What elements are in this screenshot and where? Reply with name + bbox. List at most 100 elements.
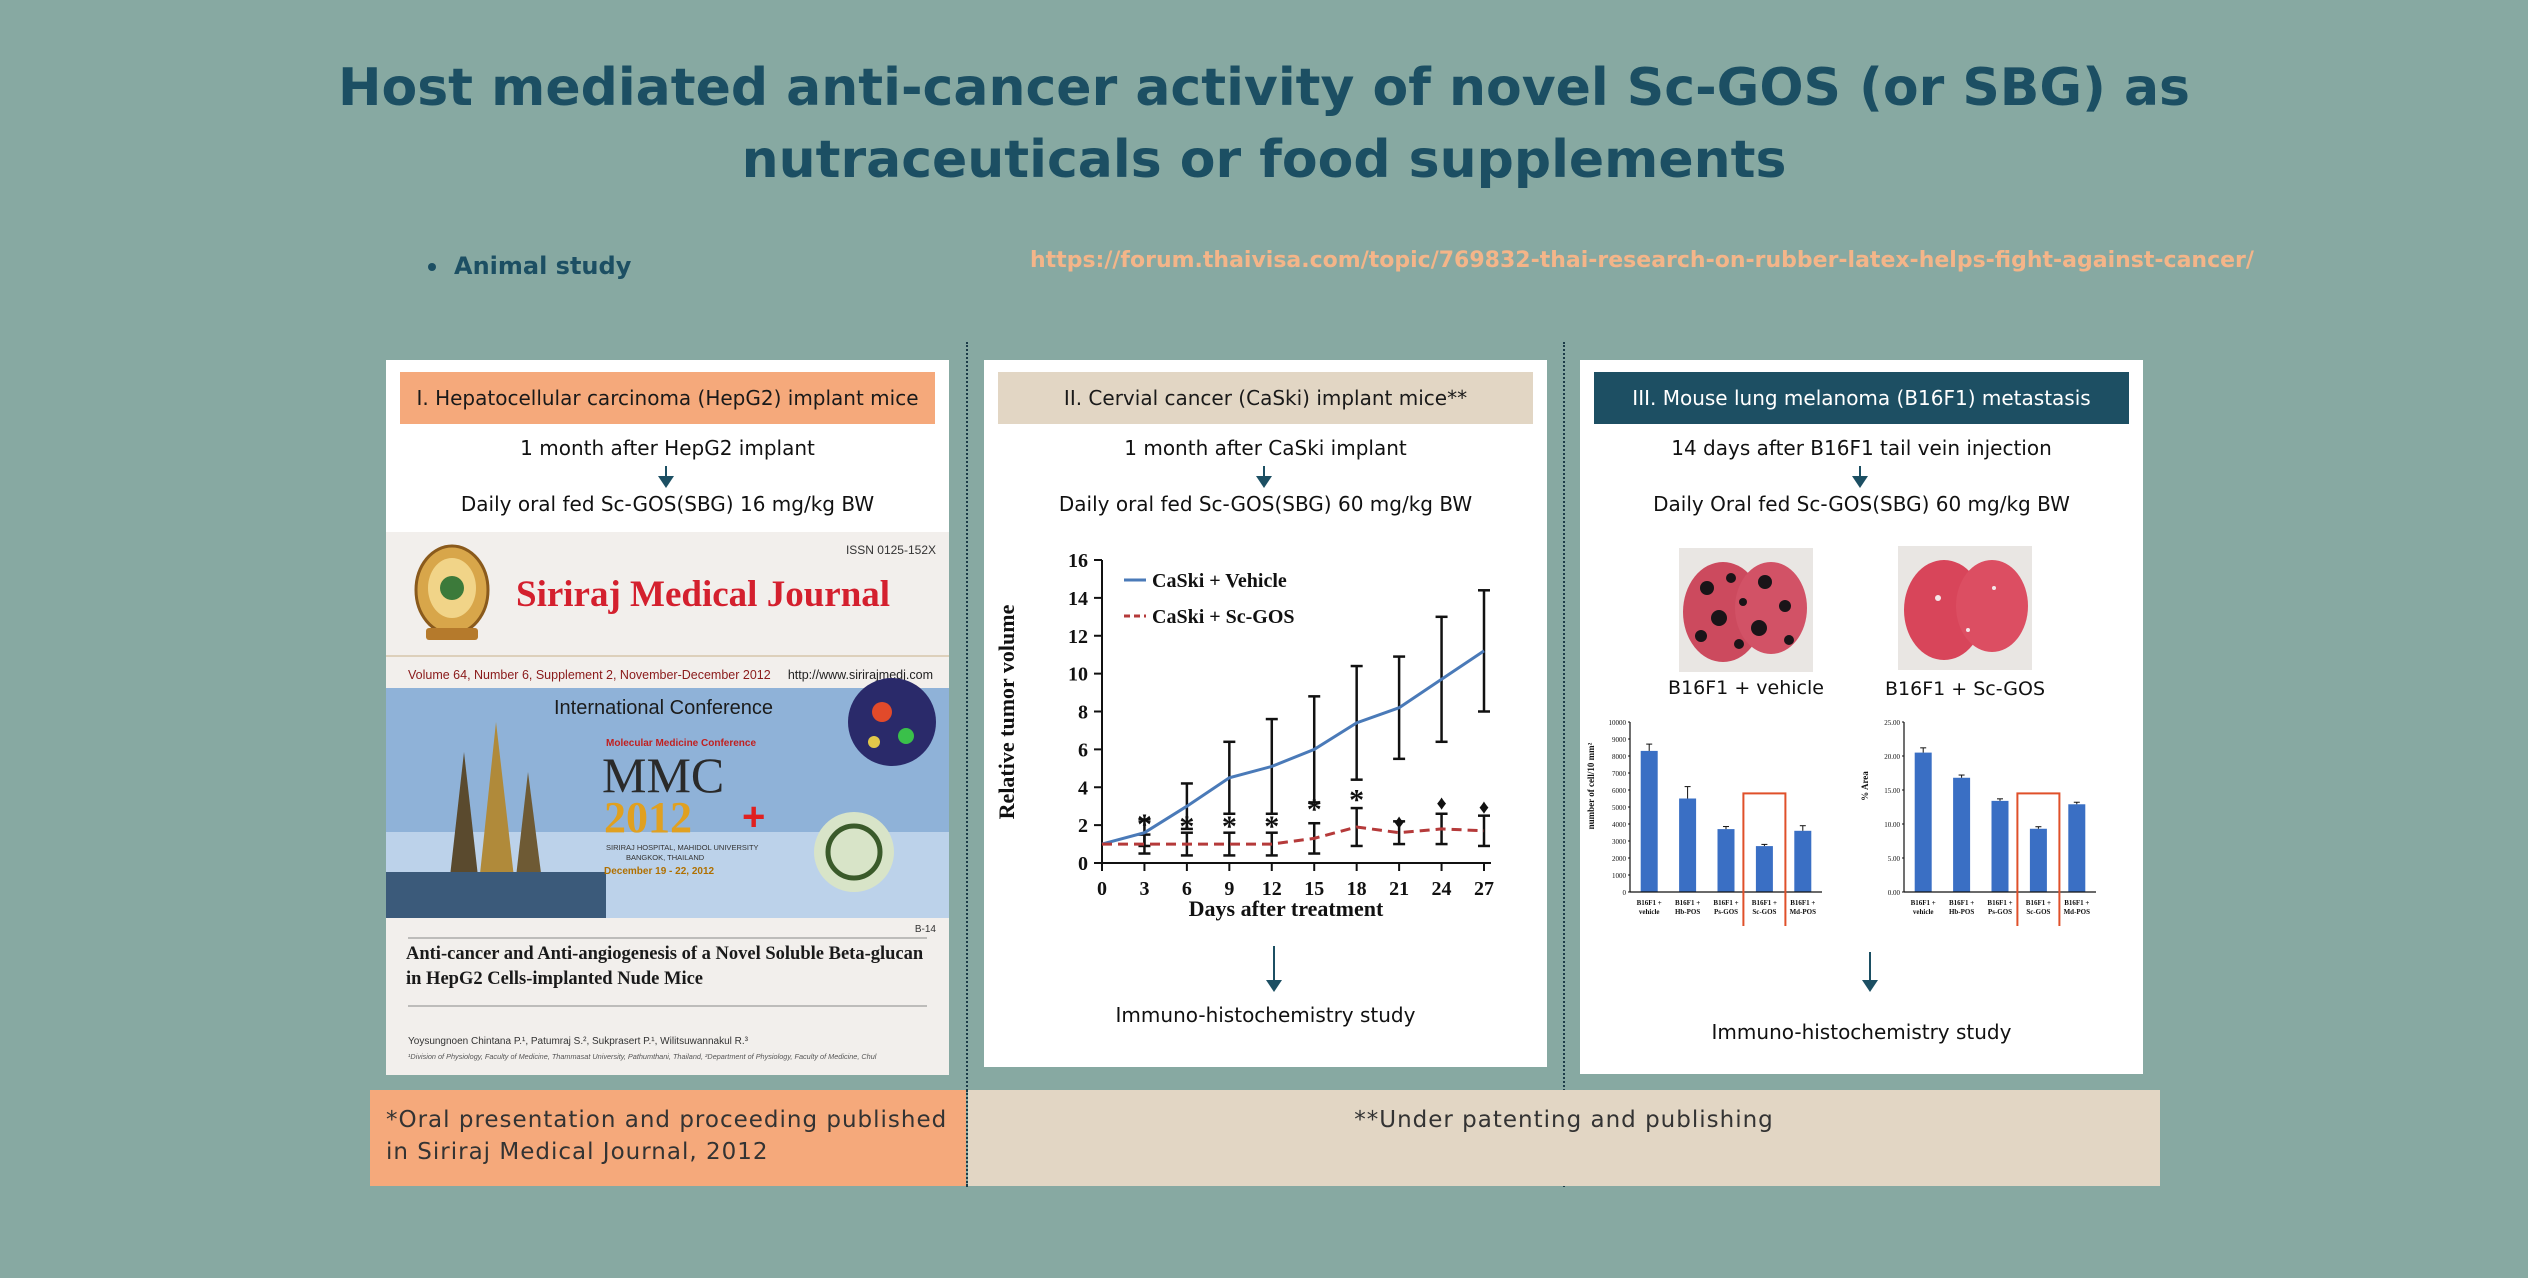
bar-y-tick-label: 25.00 — [1884, 719, 1900, 727]
significance-marker: ♦ — [1479, 796, 1489, 818]
y-tick-label: 0 — [1078, 853, 1088, 875]
panel-hepg2-step2: Daily oral fed Sc-GOS(SBG) 16 mg/kg BW — [460, 492, 875, 516]
venue-line2: BANGKOK, THAILAND — [626, 853, 705, 862]
bar-error — [1723, 826, 1729, 830]
panel-hepg2-header: I. Hepatocellular carcinoma (HepG2) impl… — [400, 372, 935, 424]
bar-category-label: B16F1 + Ps-GOS — [1713, 899, 1738, 916]
bar-y-tick-label: 2000 — [1612, 855, 1627, 863]
bar-y-tick-label: 8000 — [1612, 753, 1627, 761]
bullet-animal-study: Animal study — [428, 252, 631, 280]
panel-melanoma-step1: 14 days after B16F1 tail vein injection — [1671, 436, 2052, 460]
journal-page: B-14 — [915, 924, 937, 935]
tumor-chart-ylabel: Relative tumor volume — [994, 604, 1019, 819]
significance-marker: * — [1349, 784, 1364, 817]
significance-marker: * — [1179, 810, 1194, 843]
panel-hepg2-step1: 1 month after HepG2 implant — [520, 436, 815, 460]
bar-y-tick-label: 1000 — [1612, 872, 1627, 880]
bar — [1914, 752, 1932, 892]
source-link[interactable]: https://forum.thaivisa.com/topic/769832-… — [1030, 248, 2254, 273]
arrow-icon — [658, 466, 674, 488]
divider-1 — [966, 342, 968, 1187]
panel-melanoma: III. Mouse lung melanoma (B16F1) metasta… — [1580, 360, 2143, 1074]
bar-category-label: B16F1 + Ps-GOS — [1987, 899, 2012, 916]
x-tick-label: 24 — [1432, 878, 1452, 900]
y-tick-label: 4 — [1078, 777, 1088, 799]
panel-melanoma-step3: Immuno-histochemistry study — [1711, 1020, 2012, 1044]
bar-category-label: B16F1 + Md-POS — [1790, 899, 1817, 916]
significance-marker: ♦ — [1436, 793, 1446, 815]
bar-y-tick-label: 15.00 — [1884, 787, 1900, 795]
bar — [1755, 846, 1773, 892]
bar-category-label: B16F1 + Sc-GOS — [1752, 899, 1777, 916]
x-tick-label: 6 — [1182, 878, 1192, 900]
tumor-chart-xlabel: Days after treatment — [1189, 896, 1384, 921]
series-scgos-line — [1102, 825, 1485, 846]
error-bar — [1393, 820, 1406, 846]
footer-left-text: *Oral presentation and proceeding publis… — [386, 1107, 948, 1165]
y-tick-label: 14 — [1068, 588, 1088, 610]
slide-title: Host mediated anti-cancer activity of no… — [337, 58, 2191, 190]
bar-y-tick-label: 4000 — [1612, 821, 1627, 829]
chart-legend: CaSki + Vehicle CaSki + Sc-GOS — [1124, 570, 1295, 628]
temple-silhouette — [386, 722, 606, 918]
arrow-icon — [1266, 946, 1282, 992]
divider-2 — [1563, 342, 1565, 1187]
article-affiliation: ¹Division of Physiology, Faculty of Medi… — [408, 1052, 877, 1061]
bar — [1640, 750, 1658, 892]
bar-category-label: B16F1 + vehicle — [1911, 899, 1936, 916]
bar — [1991, 800, 2009, 892]
arrow-icon — [1862, 952, 1878, 992]
mmc-year: 2012 — [604, 793, 692, 842]
y-tick-label: 2 — [1078, 815, 1088, 837]
x-tick-label: 0 — [1097, 878, 1107, 900]
bar1-highlight-box — [1742, 792, 1787, 926]
bar-y-tick-label: 10000 — [1609, 719, 1627, 727]
bar-error — [1997, 798, 2003, 801]
arrow-icon — [1852, 466, 1868, 488]
lung-vehicle-label: B16F1 + vehicle — [1668, 677, 1824, 699]
bar-y-tick-label: 20.00 — [1884, 753, 1900, 761]
bar-error — [1684, 786, 1691, 799]
legend-vehicle: CaSki + Vehicle — [1152, 570, 1287, 592]
panel-caski-step3: Immuno-histochemistry study — [1115, 1003, 1416, 1027]
bar-error — [1799, 825, 1806, 831]
bullet-text: Animal study — [454, 252, 632, 280]
bar-y-tick-label: 0 — [1623, 889, 1627, 897]
journal-issn: ISSN 0125-152X — [846, 543, 936, 557]
panel-caski-step1: 1 month after CaSki implant — [1124, 436, 1407, 460]
bar-y-tick-label: 7000 — [1612, 770, 1627, 778]
y-tick-label: 8 — [1078, 702, 1088, 724]
arrow-icon — [1256, 466, 1272, 488]
lung-image-vehicle — [1679, 548, 1813, 672]
bar1-ylabel: number of cell/10 mm² — [1586, 742, 1596, 829]
y-tick-label: 16 — [1068, 550, 1088, 572]
bar-y-tick-label: 3000 — [1612, 838, 1627, 846]
significance-marker: * — [1307, 793, 1322, 826]
bar-error — [1958, 774, 1965, 778]
journal-name: Siriraj Medical Journal — [516, 574, 890, 615]
x-tick-label: 9 — [1224, 878, 1234, 900]
bar-category-label: B16F1 + Sc-GOS — [2026, 899, 2051, 916]
bar-error — [2035, 826, 2042, 829]
cell-count-bar-chart: number of cell/10 mm² 0 1000 2000 3000 4000 5… — [1586, 719, 1822, 926]
bar2-highlight-box — [2016, 792, 2061, 926]
conference-dates: December 19 - 22, 2012 — [604, 866, 715, 877]
x-tick-label: 21 — [1389, 878, 1409, 900]
mmc-logo: MMC — [602, 747, 724, 803]
x-tick-label: 18 — [1347, 878, 1367, 900]
significance-marker: * — [1137, 808, 1152, 841]
x-tick-label: 3 — [1139, 878, 1149, 900]
panel-melanoma-step2: Daily Oral fed Sc-GOS(SBG) 60 mg/kg BW — [1653, 492, 2070, 516]
bar-error — [2073, 801, 2080, 805]
bar-category-label: B16F1 + vehicle — [1637, 899, 1662, 916]
bar — [1794, 830, 1812, 892]
x-tick-label: 12 — [1262, 878, 1282, 900]
y-tick-label: 6 — [1078, 739, 1088, 761]
article-authors: Yoysungnoen Chintana P.¹, Patumraj S.², … — [408, 1036, 749, 1047]
bar2-ylabel: % Area — [1860, 771, 1870, 801]
x-tick-label: 15 — [1304, 878, 1324, 900]
divider-footer — [966, 1090, 968, 1186]
bar-y-tick-label: 9000 — [1612, 736, 1627, 744]
series-vehicle-line — [1101, 649, 1485, 846]
journal-conference: International Conference — [554, 697, 773, 719]
